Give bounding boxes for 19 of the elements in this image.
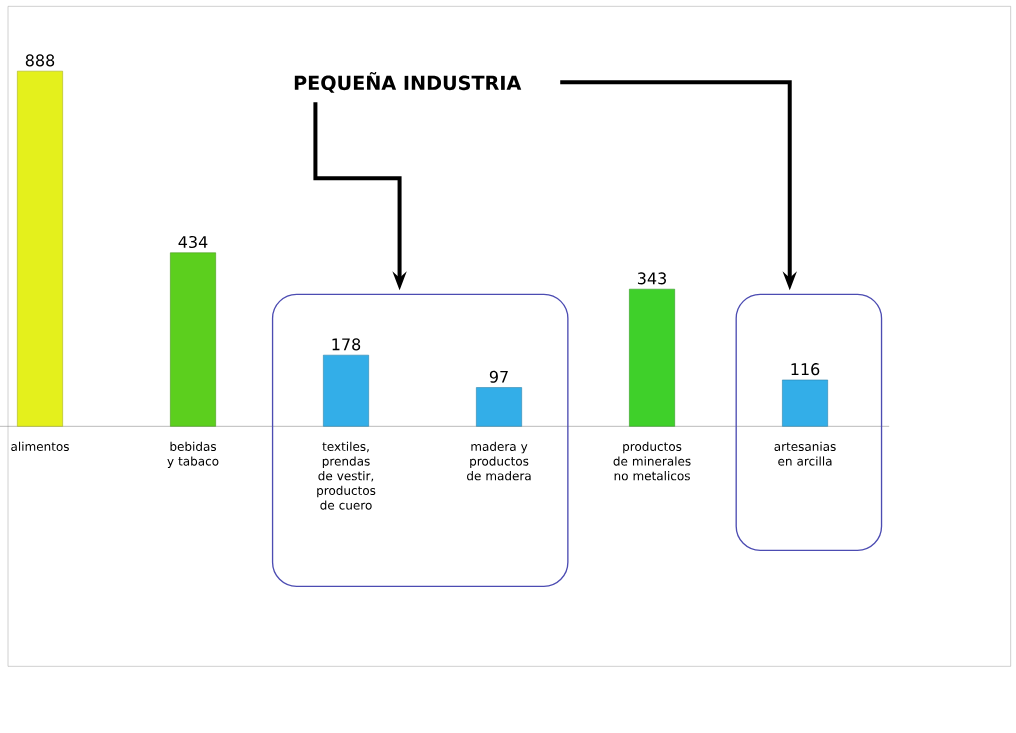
x-tick-label: madera y productos de madera bbox=[467, 441, 531, 481]
bar bbox=[170, 252, 216, 427]
x-tick-label: textiles, prendas de vestir, productos de cuero bbox=[317, 441, 376, 510]
bar bbox=[17, 70, 63, 427]
data-label: 178 bbox=[332, 338, 361, 351]
x-tick-label: alimentos bbox=[11, 441, 69, 451]
x-tick-label: productos de minerales no metalicos bbox=[613, 441, 691, 481]
data-label: 116 bbox=[791, 363, 820, 376]
data-label: 888 bbox=[25, 54, 55, 67]
x-tick-label: artesanias en arcilla bbox=[774, 441, 836, 466]
bar bbox=[476, 387, 522, 427]
annotation: PEQUEÑA INDUSTRIA bbox=[294, 72, 522, 93]
data-label: 343 bbox=[637, 272, 666, 285]
bar bbox=[629, 288, 675, 427]
bar bbox=[782, 379, 828, 427]
x-tick-label: bebidas y tabaco bbox=[167, 441, 219, 468]
data-label: 97 bbox=[489, 370, 508, 383]
bar bbox=[323, 354, 369, 427]
data-label: 434 bbox=[178, 235, 208, 249]
